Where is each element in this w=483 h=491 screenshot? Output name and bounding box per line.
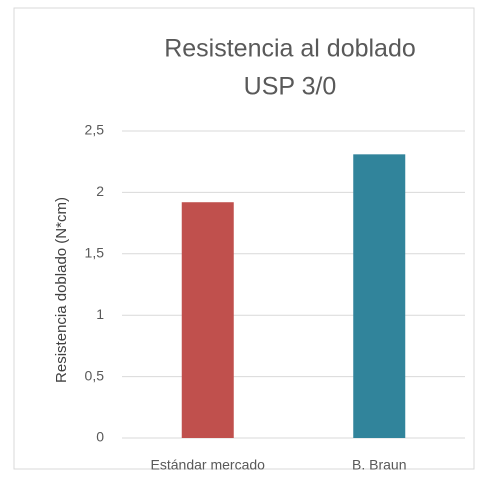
bar: [181, 202, 234, 438]
chart-title: Resistencia al doblado: [164, 35, 416, 63]
y-tick-label: 2,5: [85, 122, 105, 138]
y-axis-label: Resistencia doblado (N*cm): [53, 197, 70, 383]
y-tick-label: 0: [96, 429, 104, 445]
y-tick-label: 0,5: [85, 367, 105, 383]
y-tick-label: 2: [96, 183, 104, 199]
y-tick-label: 1,5: [85, 245, 105, 261]
x-tick-label: B. Braun: [352, 457, 406, 473]
bar: [353, 154, 406, 438]
x-tick-label: Estándar mercado: [151, 457, 266, 473]
chart-title: USP 3/0: [244, 73, 337, 101]
y-tick-label: 1: [96, 306, 104, 322]
